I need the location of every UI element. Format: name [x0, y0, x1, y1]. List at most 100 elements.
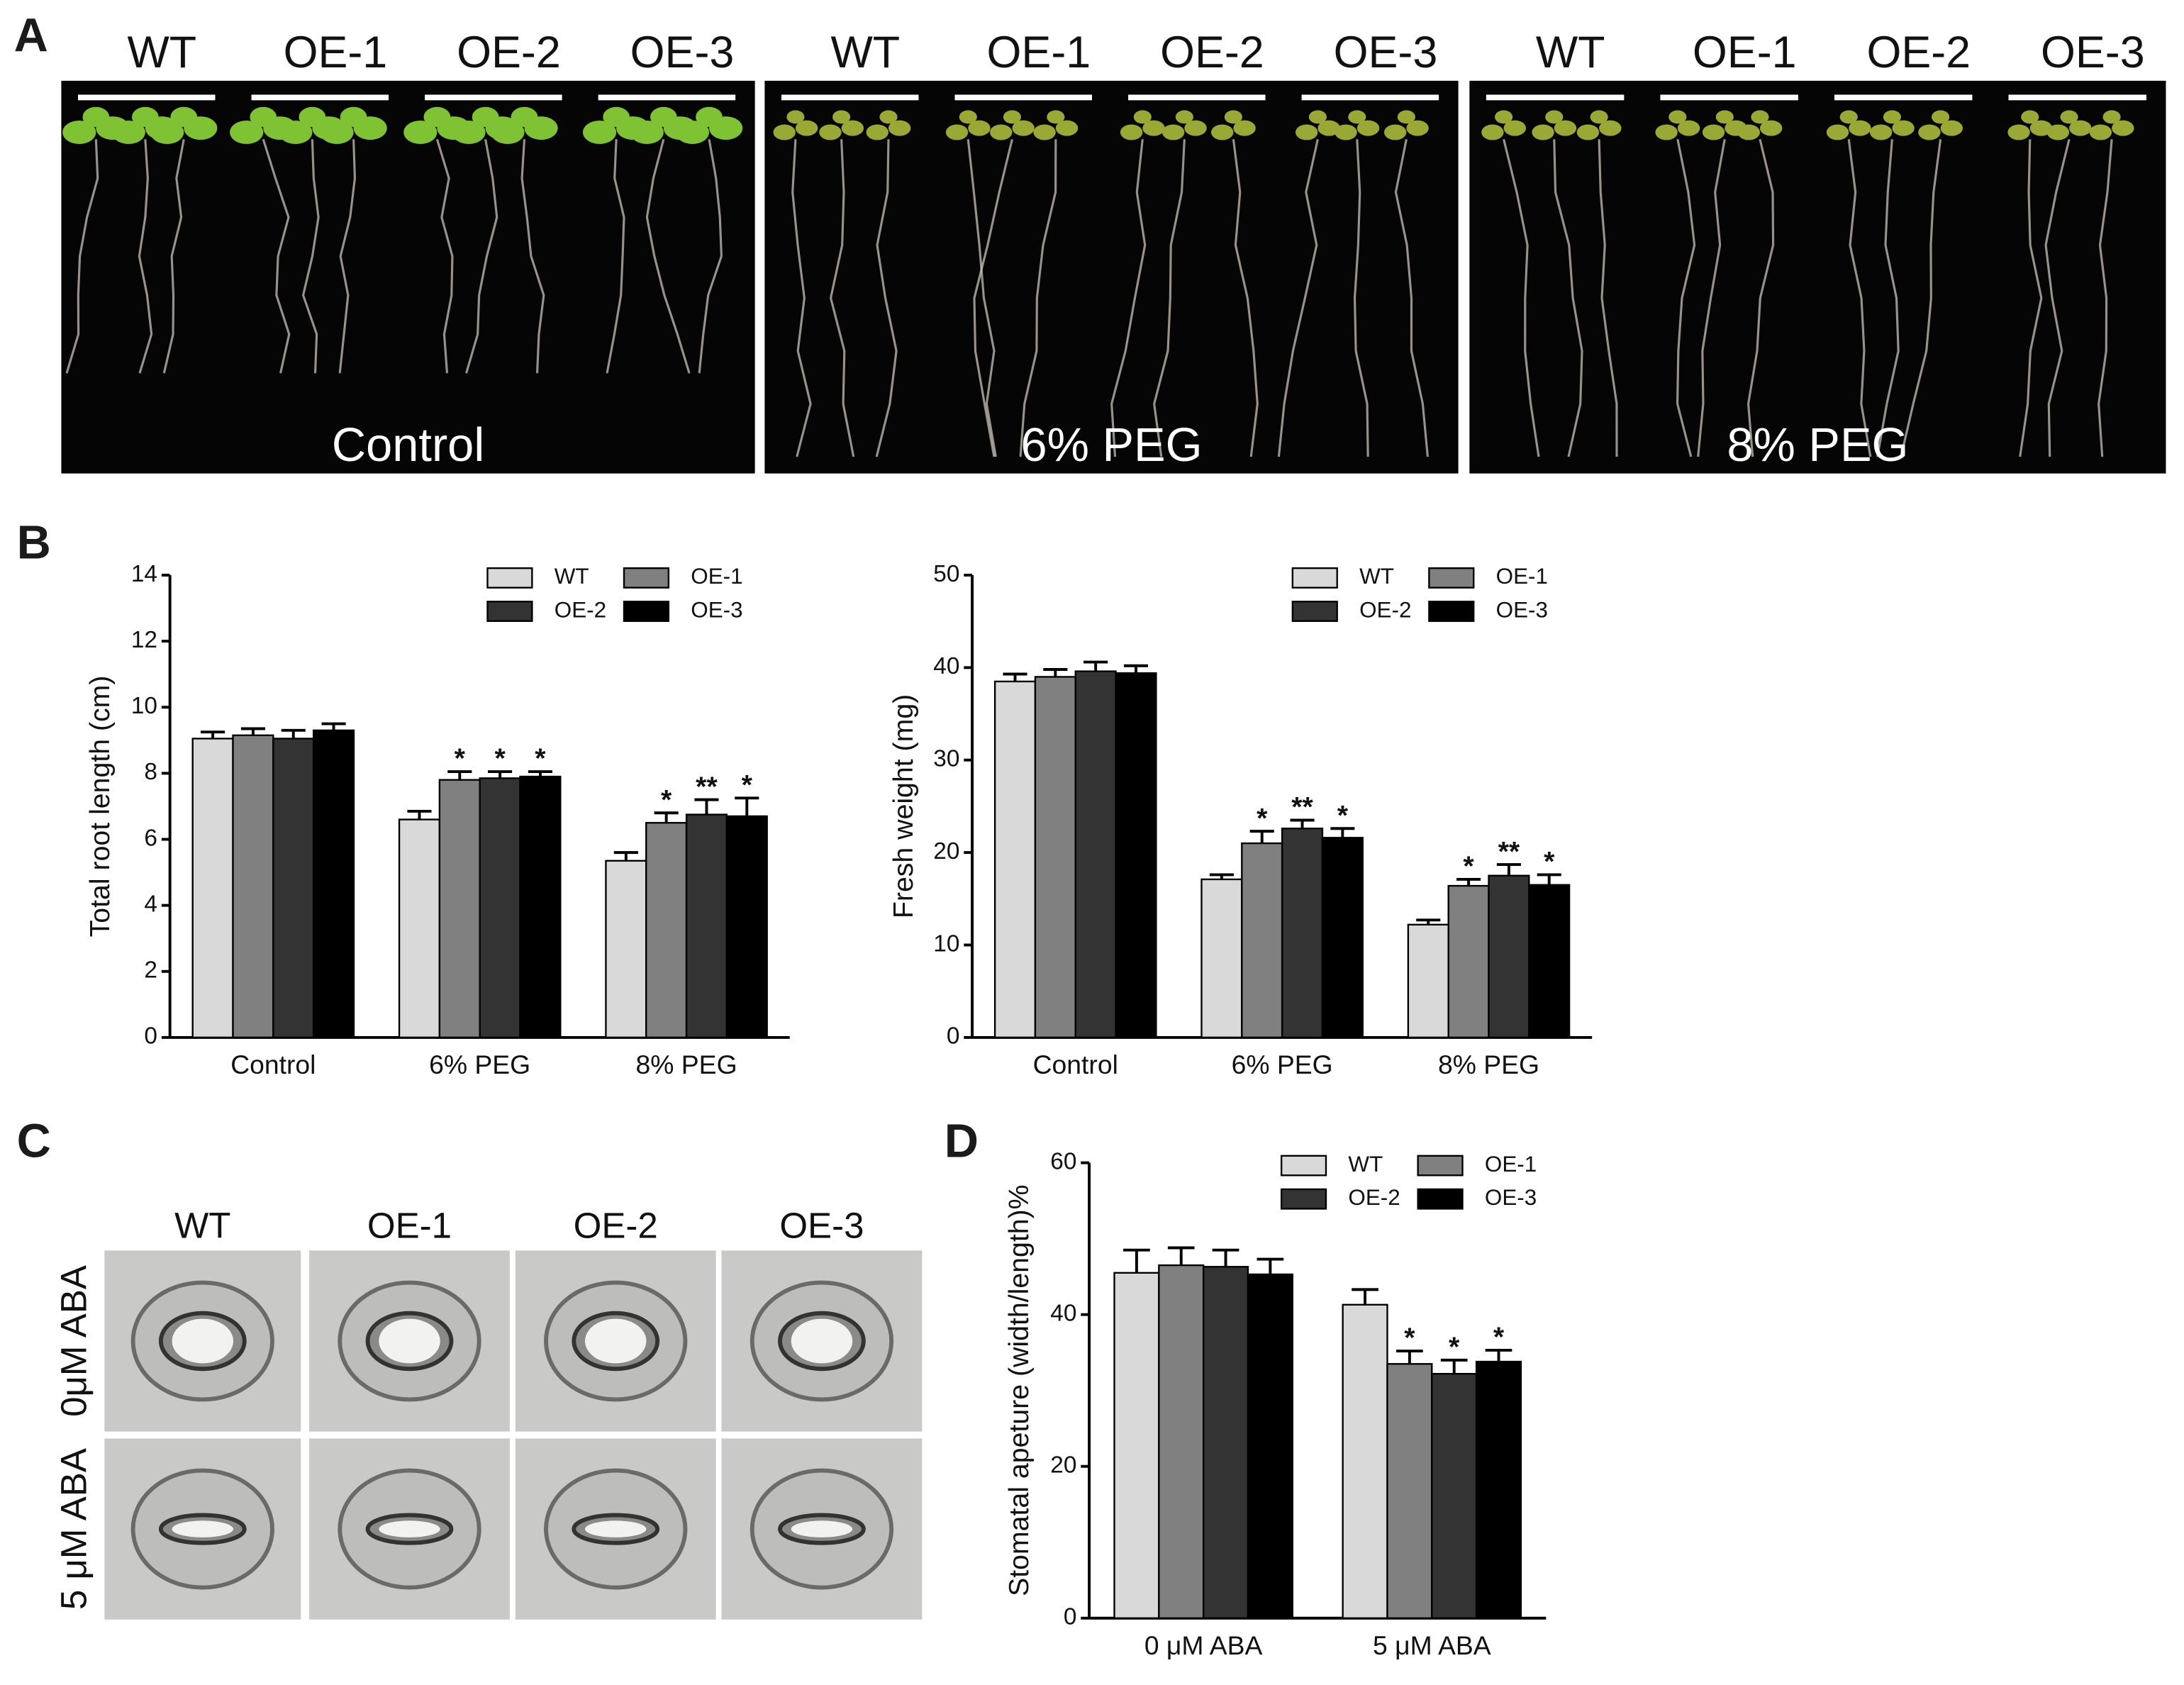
significance-mark: * — [1493, 1322, 1505, 1353]
leaf — [150, 121, 184, 145]
y-tick-label: 14 — [131, 561, 157, 587]
error-bar — [1209, 873, 1234, 879]
leaf — [1715, 110, 1734, 124]
legend-swatch — [1291, 601, 1338, 622]
genotype-label: OE-1 — [987, 28, 1091, 77]
leaf — [2089, 124, 2112, 140]
root — [1876, 139, 1900, 457]
root — [465, 139, 498, 374]
legend-swatch — [1428, 601, 1475, 622]
bar — [1488, 874, 1530, 1039]
leaf — [1175, 110, 1193, 124]
leaf — [1590, 110, 1608, 124]
leaf — [1133, 110, 1152, 124]
bar — [1528, 884, 1571, 1039]
panel-label: A — [14, 10, 48, 62]
root — [65, 139, 99, 374]
genotype-label: OE-3 — [1334, 28, 1438, 77]
legend-label: OE-2 — [1348, 1185, 1400, 1210]
x-tick-label: 0 μM ABA — [1144, 1630, 1263, 1660]
leaf — [472, 106, 499, 128]
leaf — [1317, 120, 1340, 136]
genotype-label: OE-1 — [1693, 28, 1797, 77]
legend-swatch — [1280, 1155, 1327, 1177]
error-bar — [654, 811, 679, 823]
leaf — [1826, 124, 1849, 140]
leaf — [1495, 110, 1513, 124]
significance-mark: * — [1463, 851, 1474, 882]
leaf — [1839, 110, 1858, 124]
error-bar — [1123, 664, 1149, 674]
error-bar — [240, 727, 265, 735]
condition-label: Control — [332, 419, 484, 472]
panel-label: D — [945, 1116, 979, 1168]
leaf — [1503, 120, 1527, 136]
error-bar — [1456, 877, 1481, 886]
root — [1553, 139, 1583, 457]
leaf — [2021, 110, 2039, 124]
legend-swatch — [623, 601, 670, 622]
x-tick-label: 6% PEG — [429, 1050, 530, 1079]
leaf — [696, 106, 723, 128]
leaf — [1233, 120, 1256, 136]
bar — [605, 860, 647, 1039]
leaf — [299, 106, 326, 128]
error-bar — [1003, 672, 1027, 682]
genotype-label: WT — [1536, 28, 1605, 77]
bar — [479, 777, 521, 1039]
root — [1110, 139, 1147, 457]
leaf — [131, 106, 159, 128]
leaf — [340, 106, 367, 128]
treatment-label: 0μM ABA — [54, 1265, 94, 1417]
condition-label: 6% PEG — [1020, 419, 1202, 472]
leaf — [1883, 110, 1901, 124]
legend-label: OE-1 — [691, 564, 742, 589]
error-bar — [488, 770, 513, 779]
leaf — [1751, 110, 1769, 124]
bar — [1034, 676, 1076, 1039]
leaf — [230, 121, 264, 145]
root — [1598, 139, 1618, 457]
leaf — [1308, 110, 1327, 124]
leaf — [1003, 110, 1021, 124]
legend-label: OE-1 — [1496, 564, 1548, 589]
root — [1019, 139, 1057, 457]
error-bar — [613, 851, 638, 861]
error-bar — [1043, 668, 1068, 677]
seedling-photo — [61, 80, 755, 474]
condition-label: 8% PEG — [1727, 419, 1908, 472]
leaf — [111, 121, 145, 145]
genotype-label: WT — [127, 28, 196, 77]
leaf — [2060, 110, 2078, 124]
leaf — [170, 106, 198, 128]
x-tick-label: Control — [1033, 1050, 1118, 1079]
error-bar — [1123, 1248, 1150, 1273]
genotype-label: OE-2 — [457, 28, 561, 77]
leaf — [1932, 110, 1950, 124]
error-bar — [1537, 873, 1561, 885]
leaf — [279, 121, 313, 145]
y-axis-label: Fresh weight (mg) — [888, 694, 919, 918]
significance-mark: * — [1257, 803, 1268, 834]
bar — [398, 818, 441, 1039]
leaf — [1047, 110, 1065, 124]
leaf — [1184, 120, 1207, 136]
root — [875, 139, 898, 457]
bar — [1475, 1360, 1522, 1619]
leaf — [1335, 124, 1357, 140]
error-bar — [528, 770, 552, 777]
legend-swatch — [623, 567, 670, 589]
leaf — [1702, 124, 1725, 140]
y-tick-label: 20 — [933, 838, 959, 864]
leaf — [1055, 120, 1079, 136]
leaf — [832, 110, 851, 124]
y-tick-label: 12 — [131, 627, 157, 653]
root — [1232, 139, 1259, 457]
leaf — [841, 120, 864, 136]
bar — [1200, 878, 1243, 1039]
bar — [1202, 1266, 1249, 1619]
leaf — [403, 121, 438, 145]
leaf — [1892, 120, 1915, 136]
legend-label: WT — [1359, 564, 1394, 589]
